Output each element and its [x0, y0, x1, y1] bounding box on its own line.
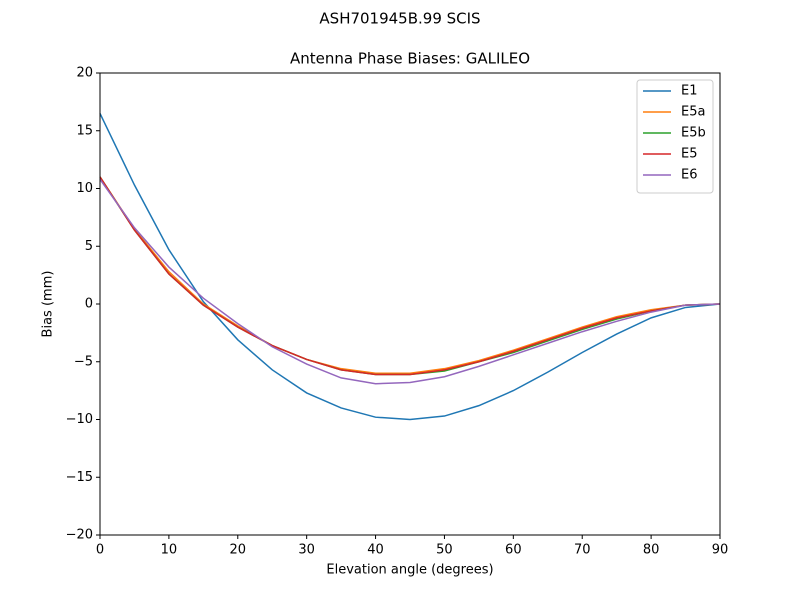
x-tick-label: 50 [436, 543, 453, 558]
series-line [99, 176, 721, 375]
y-tick-label: −5 [74, 354, 93, 369]
x-tick-label: 70 [574, 543, 591, 558]
series-line [99, 176, 721, 376]
y-tick-label: 0 [85, 297, 93, 312]
x-tick-label: 60 [505, 543, 522, 558]
legend-label: E5b [681, 126, 706, 141]
x-tick-label: 30 [298, 543, 315, 558]
series-line [99, 176, 721, 376]
y-tick-label: −15 [66, 470, 93, 485]
y-tick-label: 15 [76, 123, 93, 138]
y-tick-label: 10 [76, 181, 93, 196]
x-tick-label: 0 [96, 543, 104, 558]
x-tick-label: 40 [367, 543, 384, 558]
legend-label: E5a [681, 105, 705, 120]
series-line [99, 178, 721, 385]
series-line [99, 113, 721, 421]
x-tick-label: 80 [643, 543, 660, 558]
y-tick-label: 20 [76, 66, 93, 81]
suptitle: ASH701945B.99 SCIS [319, 10, 480, 28]
y-axis-label: Bias (mm) [41, 271, 56, 338]
legend-label: E6 [681, 168, 698, 183]
chart-title: Antenna Phase Biases: GALILEO [290, 50, 530, 68]
x-tick-label: 10 [161, 543, 178, 558]
legend-label: E5 [681, 147, 698, 162]
plot-frame [99, 72, 721, 536]
y-tick-label: −20 [66, 528, 93, 543]
legend-label: E1 [681, 84, 698, 99]
y-tick-label: −10 [66, 412, 93, 427]
x-tick-label: 90 [712, 543, 729, 558]
y-tick-label: 5 [85, 239, 93, 254]
legend-box [636, 79, 714, 194]
x-tick-label: 20 [230, 543, 247, 558]
x-axis-label: Elevation angle (degrees) [326, 563, 493, 578]
